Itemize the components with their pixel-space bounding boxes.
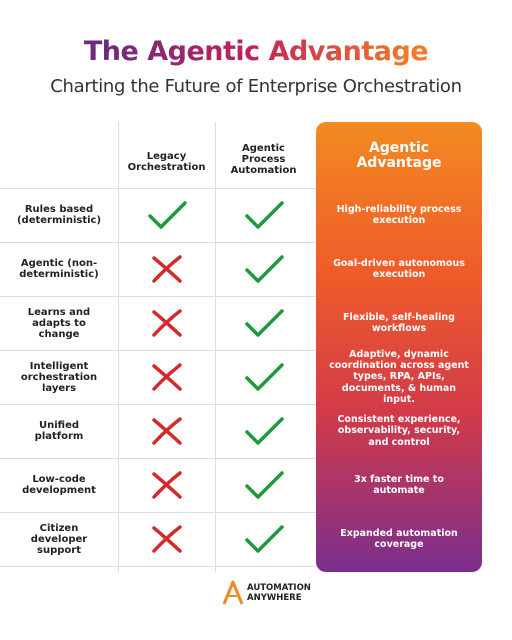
check: [244, 471, 284, 499]
row-label: Rules based (deterministic): [16, 204, 102, 226]
logo-icon: [222, 580, 244, 606]
divider: [215, 122, 216, 572]
check-icon: [215, 188, 312, 242]
row-label: Citizen developer support: [30, 522, 88, 556]
row-divider: [0, 404, 316, 405]
cross-icon: [118, 296, 215, 350]
check: [244, 201, 284, 229]
row-divider: [0, 188, 316, 189]
row-label: Unified platform: [34, 420, 84, 442]
row-label: Agentic (non-deterministic): [19, 258, 99, 280]
row-label: Low-code development: [22, 474, 96, 496]
row-divider: [0, 350, 316, 351]
cross: [151, 255, 182, 283]
column-header: Agentic Process Automation: [230, 142, 297, 176]
cross-icon: [118, 512, 215, 566]
column-header: Legacy Orchestration: [127, 151, 206, 173]
check-icon: [118, 188, 215, 242]
cross: [151, 363, 182, 391]
check-icon: [215, 296, 312, 350]
row-divider: [0, 512, 316, 513]
check: [244, 417, 284, 445]
logo-line: AUTOMATION: [247, 583, 311, 593]
check: [244, 255, 284, 283]
row-divider: [0, 458, 316, 459]
cross-icon: [118, 458, 215, 512]
row-divider: [0, 296, 316, 297]
check: [244, 525, 284, 553]
cross-icon: [118, 242, 215, 296]
advantage-text: High-reliability process execution: [336, 203, 462, 226]
check: [244, 309, 284, 337]
logo-line: ANYWHERE: [247, 592, 302, 603]
check: [147, 201, 187, 229]
advantage-panel: [316, 122, 482, 572]
cross: [151, 525, 182, 553]
title: The Agentic Advantage: [0, 36, 512, 67]
check: [244, 363, 284, 391]
cross-icon: [118, 404, 215, 458]
advantage-text: 3x faster time to automate: [354, 473, 444, 496]
check-icon: [215, 350, 312, 404]
column-header: Agentic Advantage: [356, 139, 442, 171]
row-label: Intelligent orchestration layers: [20, 360, 98, 394]
advantage-text: Adaptive, dynamic coordination across ag…: [329, 348, 469, 406]
check-icon: [215, 458, 312, 512]
cross-icon: [118, 350, 215, 404]
advantage-text: Expanded automation coverage: [340, 527, 458, 550]
check-icon: [215, 512, 312, 566]
logo-text: AUTOMATION ANYWHERE: [247, 583, 311, 604]
logo-mark: [222, 580, 244, 605]
row-divider: [0, 566, 316, 567]
cross: [151, 471, 182, 499]
row-label: Learns and adapts to change: [27, 306, 91, 340]
check-icon: [215, 242, 312, 296]
cross: [151, 417, 182, 445]
check-icon: [215, 404, 312, 458]
cross: [151, 309, 182, 337]
advantage-text: Consistent experience, observability, se…: [337, 413, 461, 448]
subtitle: Charting the Future of Enterprise Orches…: [50, 76, 462, 97]
advantage-text: Goal-driven autonomous execution: [333, 257, 465, 280]
advantage-text: Flexible, self-healing workflows: [343, 311, 455, 334]
row-divider: [0, 242, 316, 243]
divider: [118, 122, 119, 572]
